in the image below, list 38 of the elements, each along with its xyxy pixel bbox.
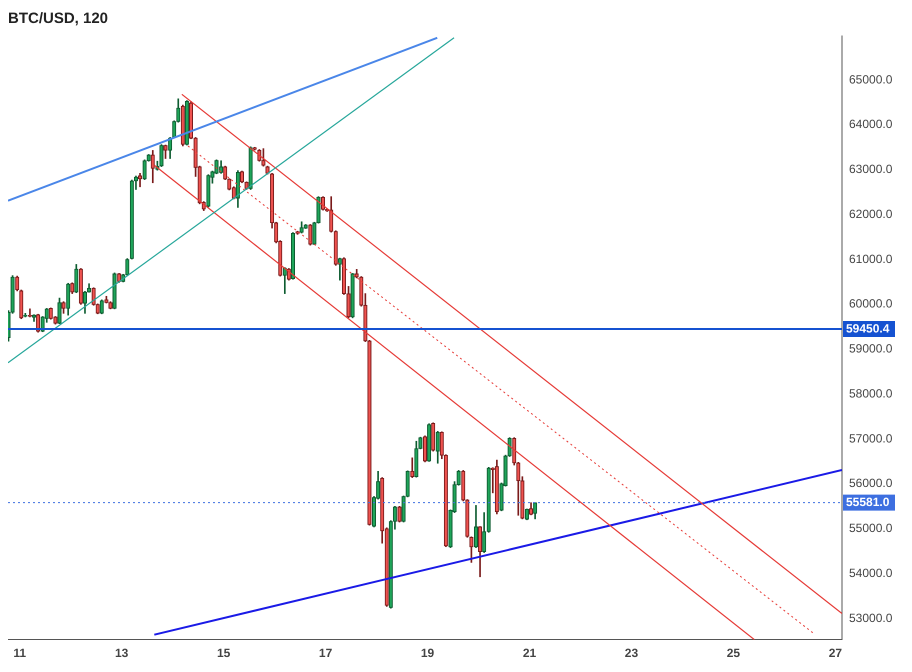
candlestick <box>486 466 491 533</box>
candlestick <box>150 150 155 184</box>
candlestick <box>252 146 257 150</box>
candlestick <box>329 196 334 232</box>
ref-line-label: 59450.4 <box>846 321 890 336</box>
x-tick-label: 27 <box>828 646 842 660</box>
x-tick-label: 15 <box>216 646 231 660</box>
y-tick-label: 57000.0 <box>849 431 893 446</box>
y-tick-label: 60000.0 <box>849 296 893 311</box>
ref-line-label: 55581.0 <box>846 494 890 509</box>
y-tick-label: 65000.0 <box>849 72 893 86</box>
candlestick <box>308 224 312 246</box>
y-tick-label: 58000.0 <box>849 386 893 400</box>
candlestick <box>334 230 338 266</box>
y-tick-label: 53000.0 <box>849 610 893 625</box>
candlestick <box>74 264 78 294</box>
y-tick-label: 59000.0 <box>849 342 893 356</box>
y-tick-label: 55000.0 <box>849 521 893 536</box>
candlestick <box>354 269 359 278</box>
candlestick <box>436 431 440 464</box>
x-tick-label: 23 <box>624 646 638 660</box>
x-tick-label: 25 <box>726 646 740 660</box>
x-tick-label: 19 <box>420 646 435 660</box>
x-tick-label: 21 <box>522 646 536 660</box>
x-tick-label: 11 <box>13 646 26 660</box>
y-tick-label: 62000.0 <box>849 206 893 221</box>
y-tick-label: 63000.0 <box>849 162 893 176</box>
x-tick-label: 13 <box>115 646 129 660</box>
y-tick-label: 61000.0 <box>849 252 893 266</box>
chart-title: BTC/USD, 120 <box>8 10 108 28</box>
y-tick-label: 64000.0 <box>849 117 893 132</box>
candlestick <box>100 300 104 314</box>
x-tick-label: 17 <box>318 646 333 660</box>
candlestick <box>282 267 287 294</box>
y-tick-label: 56000.0 <box>849 476 893 490</box>
candlestick <box>410 458 414 478</box>
y-tick-label: 54000.0 <box>849 566 893 580</box>
candlestick <box>70 282 74 294</box>
